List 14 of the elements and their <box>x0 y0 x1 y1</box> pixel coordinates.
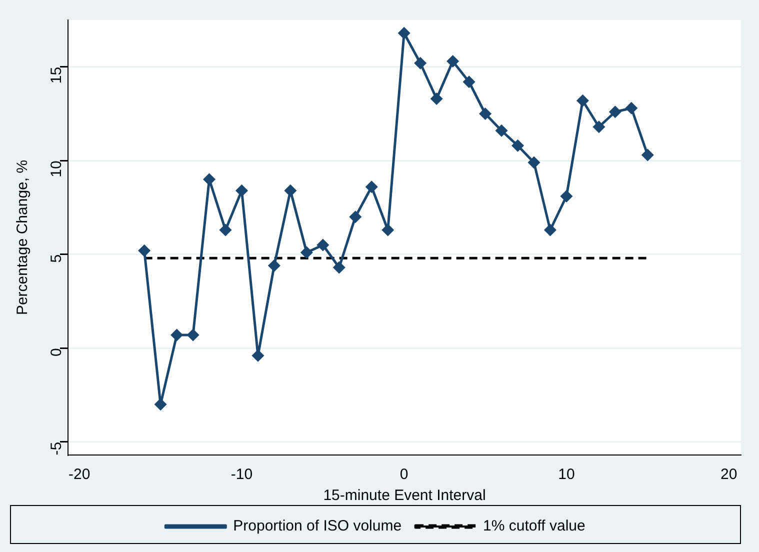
x-tick-label: -10 <box>230 466 253 484</box>
y-tick-label: 0 <box>48 348 66 356</box>
x-tick-label: 0 <box>400 466 408 484</box>
y-tick-label: 15 <box>48 66 66 84</box>
x-tick-label: -20 <box>68 466 90 484</box>
x-tick-label: 10 <box>558 466 575 484</box>
legend-label: Proportion of ISO volume <box>233 518 402 535</box>
y-axis-title: Percentage Change, % <box>14 160 32 316</box>
legend-label: 1% cutoff value <box>483 518 586 535</box>
y-tick-label: -5 <box>48 442 66 456</box>
y-tick-label: 10 <box>48 160 66 178</box>
x-axis-title: 15-minute Event Interval <box>323 487 486 504</box>
y-tick-label: 5 <box>48 254 66 263</box>
x-tick-label: 20 <box>720 466 738 484</box>
